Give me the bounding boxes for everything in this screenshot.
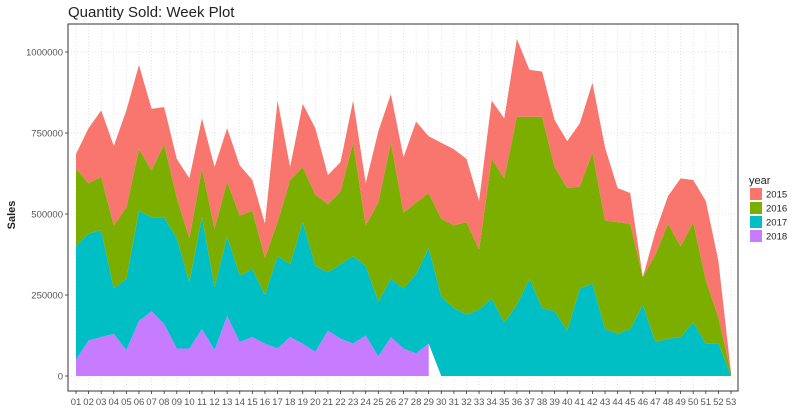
y-tick-label-4: 1000000: [26, 48, 63, 59]
x-tick-label-42: 42: [587, 397, 598, 408]
x-tick-label-15: 15: [247, 397, 258, 408]
x-tick-label-13: 13: [222, 397, 233, 408]
x-tick-label-22: 22: [335, 397, 346, 408]
x-tick-label-35: 35: [499, 397, 510, 408]
x-tick-label-04: 04: [108, 397, 119, 408]
y-tick-label-2: 500000: [31, 210, 63, 221]
area-layer: [76, 39, 731, 377]
area-series-2015: [76, 39, 731, 373]
x-tick-label-46: 46: [638, 397, 649, 408]
legend-title: year: [749, 175, 771, 187]
x-tick-label-32: 32: [461, 397, 472, 408]
chart-title: Quantity Sold: Week Plot: [68, 4, 235, 21]
x-tick-label-53: 53: [726, 397, 737, 408]
area-series-2016: [76, 116, 731, 377]
x-tick-label-25: 25: [373, 397, 384, 408]
x-tick-label-33: 33: [474, 397, 485, 408]
x-tick-label-40: 40: [562, 397, 573, 408]
x-tick-label-37: 37: [524, 397, 535, 408]
x-tick-label-09: 09: [171, 397, 182, 408]
x-tick-label-05: 05: [121, 397, 132, 408]
x-tick-label-24: 24: [360, 397, 371, 408]
x-tick-label-19: 19: [297, 397, 308, 408]
x-tick-label-11: 11: [197, 397, 207, 408]
x-tick-label-27: 27: [398, 397, 409, 408]
x-tick-label-47: 47: [650, 397, 661, 408]
area-series-2017: [76, 210, 731, 376]
x-tick-label-03: 03: [96, 397, 107, 408]
x-tick-label-45: 45: [625, 397, 636, 408]
x-tick-label-28: 28: [411, 397, 422, 408]
y-tick-label-3: 750000: [31, 129, 63, 140]
x-tick-label-16: 16: [260, 397, 271, 408]
legend-swatch-2015: [750, 188, 762, 200]
x-tick-label-31: 31: [449, 397, 460, 408]
x-tick-label-12: 12: [209, 397, 220, 408]
x-tick-label-17: 17: [272, 397, 283, 408]
axis-layer: 01 02 03 04 05 06 07 08 09 10 11 12 13 14 15 16 17 18 19 20…: [26, 48, 736, 409]
x-tick-label-34: 34: [486, 397, 497, 408]
x-tick-label-06: 06: [134, 397, 145, 408]
x-tick-label-38: 38: [537, 397, 548, 408]
x-tick-label-39: 39: [549, 397, 560, 408]
x-tick-label-14: 14: [234, 397, 245, 408]
legend-swatch-2018: [750, 230, 762, 242]
legend-label-2018: 2018: [766, 232, 787, 243]
y-tick-label-1: 250000: [31, 291, 63, 302]
x-tick-label-23: 23: [348, 397, 359, 408]
x-tick-label-49: 49: [675, 397, 686, 408]
area-series-2018: [76, 311, 429, 376]
legend-label-2016: 2016: [766, 204, 787, 215]
x-tick-label-18: 18: [285, 397, 296, 408]
x-tick-label-21: 21: [323, 397, 334, 408]
y-axis-label: Sales: [6, 201, 18, 230]
x-tick-label-52: 52: [713, 397, 724, 408]
y-tick-label-0: 0: [58, 372, 63, 383]
x-tick-label-30: 30: [436, 397, 447, 408]
x-tick-label-41: 41: [575, 397, 586, 408]
x-tick-label-02: 02: [83, 397, 94, 408]
x-tick-label-01: 01: [71, 397, 82, 408]
x-tick-label-44: 44: [612, 397, 623, 408]
x-tick-label-07: 07: [146, 397, 157, 408]
x-tick-label-20: 20: [310, 397, 321, 408]
x-tick-label-48: 48: [663, 397, 674, 408]
legend-swatch-2016: [750, 202, 762, 214]
x-tick-label-50: 50: [688, 397, 699, 408]
legend: year 2015 2016 2017 2018: [749, 175, 787, 243]
x-tick-label-51: 51: [701, 397, 712, 408]
x-tick-label-43: 43: [600, 397, 611, 408]
legend-swatch-2017: [750, 216, 762, 228]
x-tick-label-29: 29: [423, 397, 434, 408]
x-tick-label-36: 36: [512, 397, 523, 408]
legend-label-2017: 2017: [766, 218, 787, 229]
legend-label-2015: 2015: [766, 190, 787, 201]
plot-border: [67, 23, 739, 392]
x-tick-label-08: 08: [159, 397, 170, 408]
x-tick-label-26: 26: [386, 397, 397, 408]
x-tick-label-10: 10: [184, 397, 195, 408]
